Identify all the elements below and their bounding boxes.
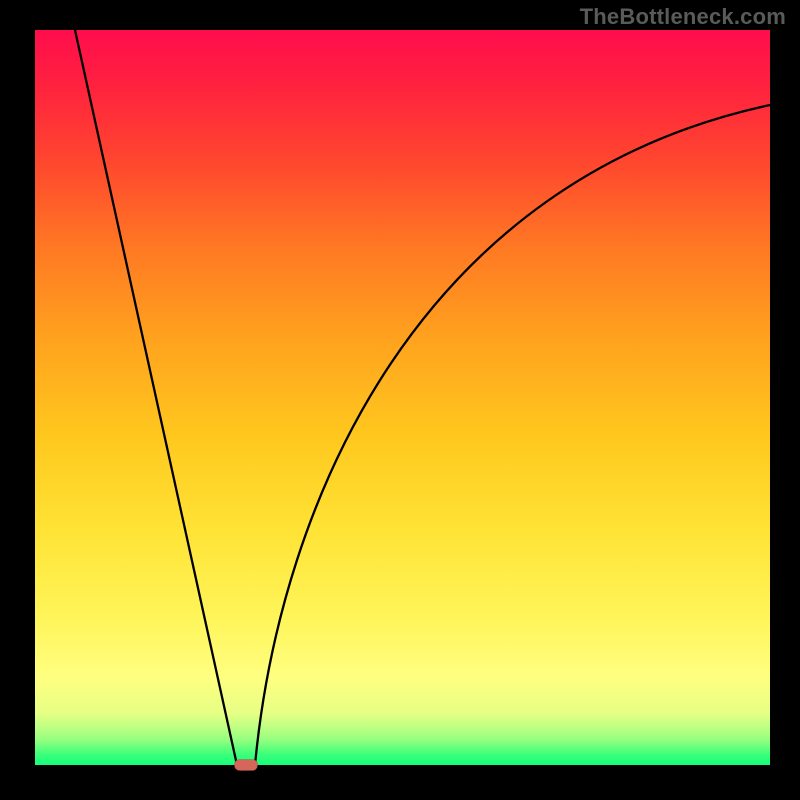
watermark-text: TheBottleneck.com bbox=[580, 4, 786, 30]
optimal-marker bbox=[235, 760, 258, 771]
bottleneck-chart bbox=[0, 0, 800, 800]
